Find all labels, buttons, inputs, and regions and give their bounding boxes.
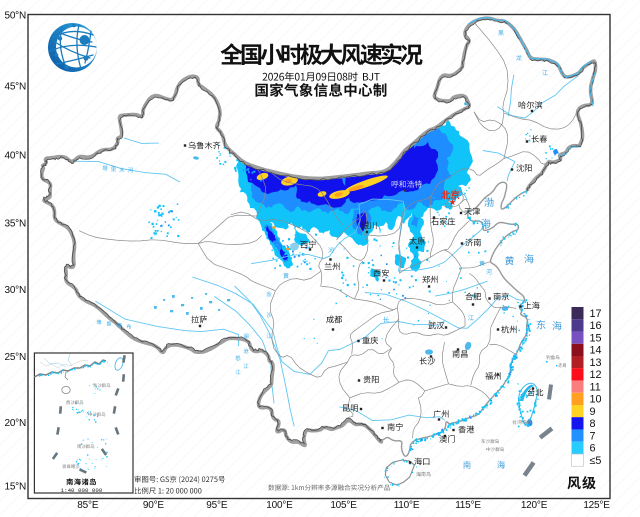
svg-text:12: 12 <box>590 369 602 381</box>
svg-text:11: 11 <box>590 381 601 393</box>
svg-text:30°N: 30°N <box>4 285 26 296</box>
svg-text:110°E: 110°E <box>394 500 420 511</box>
svg-text:25°N: 25°N <box>4 352 26 363</box>
svg-text:40°N: 40°N <box>4 151 26 162</box>
svg-text:35°N: 35°N <box>4 219 26 230</box>
svg-text:90°E: 90°E <box>143 500 165 511</box>
svg-text:17: 17 <box>590 308 602 320</box>
svg-text:8: 8 <box>590 418 596 430</box>
svg-text:10: 10 <box>590 394 602 406</box>
svg-text:15: 15 <box>590 332 602 344</box>
svg-text:50°N: 50°N <box>4 11 26 22</box>
svg-text:14: 14 <box>590 345 602 357</box>
svg-text:95°E: 95°E <box>206 500 228 511</box>
svg-text:7: 7 <box>590 430 596 442</box>
svg-text:100°E: 100°E <box>266 500 293 511</box>
svg-text:45°N: 45°N <box>4 82 26 93</box>
svg-text:13: 13 <box>590 357 602 369</box>
svg-text:105°E: 105°E <box>330 500 357 511</box>
svg-text:125°E: 125°E <box>583 500 610 511</box>
svg-text:15°N: 15°N <box>4 482 26 493</box>
svg-text:≤5: ≤5 <box>590 455 602 467</box>
svg-text:120°E: 120°E <box>521 500 548 511</box>
svg-text:20°N: 20°N <box>4 418 26 429</box>
svg-text:16: 16 <box>590 320 602 332</box>
svg-text:9: 9 <box>590 406 596 418</box>
svg-text:115°E: 115°E <box>455 500 481 511</box>
svg-text:6: 6 <box>590 443 596 455</box>
svg-text:1:40 000 000: 1:40 000 000 <box>61 487 103 494</box>
svg-text:85°E: 85°E <box>77 500 99 511</box>
